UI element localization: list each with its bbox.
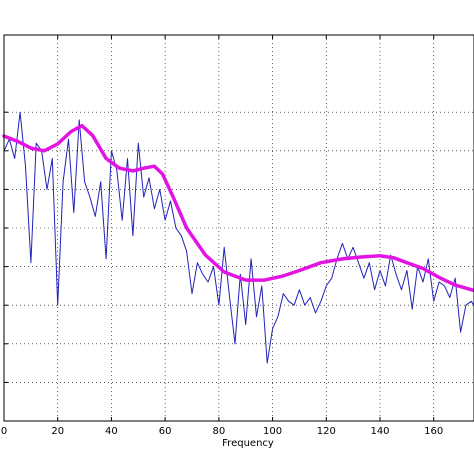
x-tick-label: 80 — [212, 426, 225, 437]
x-tick-label: 60 — [159, 426, 172, 437]
grid-lines — [4, 35, 474, 421]
series-layer — [2, 111, 474, 364]
x-axis-label: Frequency — [222, 438, 274, 449]
x-tick-label: 140 — [370, 426, 389, 437]
x-tick-label: 100 — [263, 426, 282, 437]
ticks-layer: 0 20 40 60 80 100 120 140 160 — [1, 35, 443, 437]
x-tick-label: 0 — [1, 426, 7, 437]
x-tick-label: 160 — [424, 426, 443, 437]
x-tick-label: 120 — [317, 426, 336, 437]
x-tick-label: 20 — [51, 426, 64, 437]
x-tick-label: 40 — [105, 426, 118, 437]
raw-spectrum-line — [3, 111, 474, 364]
smoothed-envelope-line — [2, 123, 474, 293]
